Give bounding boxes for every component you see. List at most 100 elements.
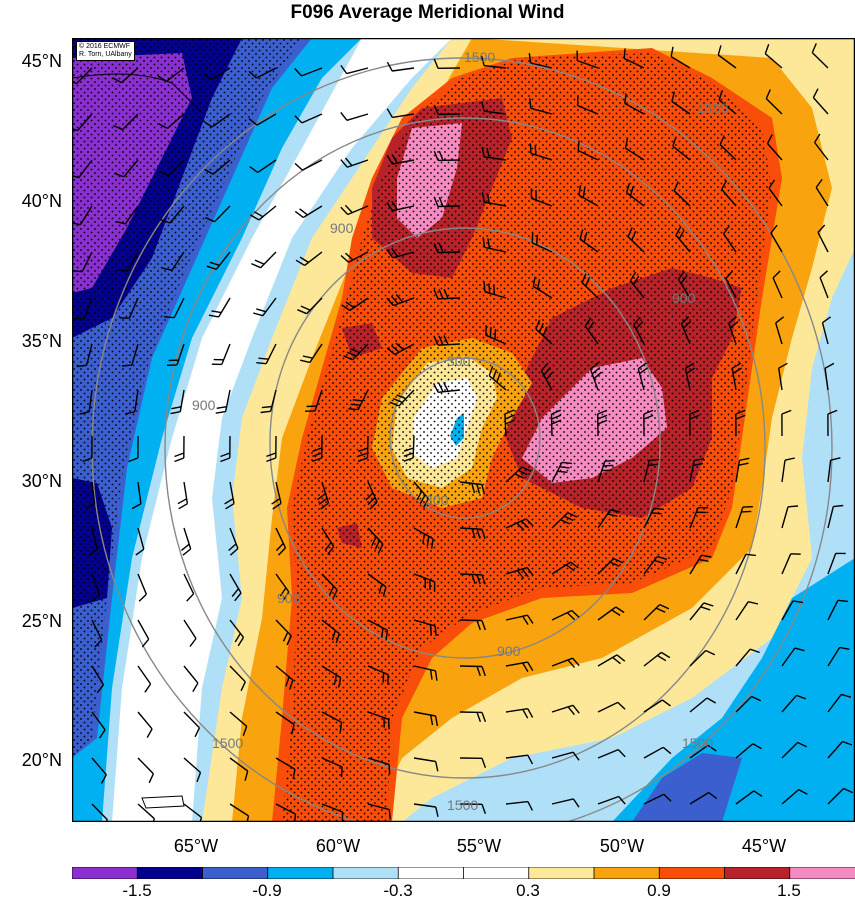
- lon-label: 60°W: [315, 836, 361, 856]
- wind-barb: [170, 389, 185, 415]
- lat-label: 25°N: [21, 611, 62, 631]
- wind-barb: [781, 600, 803, 621]
- stipple-core: [282, 53, 772, 822]
- wind-barb: [137, 711, 153, 738]
- wind-barb: [643, 603, 670, 621]
- wind-barb: [82, 435, 93, 463]
- wind-barb: [781, 553, 801, 575]
- wind-barb: [643, 746, 672, 759]
- wind-barb: [481, 101, 507, 115]
- wind-barb: [505, 708, 534, 719]
- wind-barb: [731, 362, 742, 391]
- colorbar-label: -0.9: [252, 881, 282, 900]
- wind-barb: [551, 461, 572, 483]
- wind-barb: [215, 389, 231, 414]
- wind-barb: [413, 527, 434, 549]
- wind-barb: [718, 90, 737, 115]
- colorbar-swatch: [789, 867, 855, 879]
- wind-barb: [812, 88, 829, 115]
- wind-barb: [723, 225, 737, 253]
- wind-barb: [768, 179, 783, 207]
- wind-barb: [821, 316, 832, 345]
- wind-barb: [827, 740, 853, 759]
- lat-label: 40°N: [21, 191, 62, 211]
- credits-box: © 2016 ECMWF R. Torn, UAlbany: [76, 41, 135, 61]
- wind-barb: [183, 757, 202, 783]
- wind-barb: [74, 297, 93, 320]
- wind-barb: [183, 711, 201, 738]
- wind-barb: [357, 435, 369, 462]
- wind-barb: [112, 67, 139, 84]
- wind-barb: [321, 665, 342, 688]
- wind-barb: [505, 518, 534, 531]
- wind-barb: [551, 609, 580, 621]
- wind-barb: [550, 409, 562, 437]
- wind-barb: [531, 232, 553, 253]
- wind-barb: [643, 793, 672, 805]
- wind-barb: [91, 573, 101, 602]
- wind-barb: [765, 89, 783, 115]
- wind-barb: [504, 409, 515, 437]
- wind-barb: [413, 665, 438, 681]
- wind-barb: [321, 573, 338, 600]
- wind-barb: [137, 803, 156, 822]
- wind-barb: [781, 457, 795, 483]
- wind-barb: [819, 270, 829, 299]
- wind-barb: [224, 481, 235, 510]
- wind-barb: [735, 553, 756, 575]
- wind-barb: [220, 435, 231, 463]
- wind-barb: [827, 457, 841, 483]
- wind-barb: [551, 657, 580, 668]
- wind-barb: [386, 294, 415, 307]
- wind-barb: [728, 316, 739, 345]
- wind-barb: [321, 711, 343, 733]
- wind-barb: [637, 362, 649, 391]
- wind-barb: [689, 602, 714, 621]
- wind-barb: [251, 251, 277, 269]
- wind-barb: [128, 435, 139, 463]
- wind-barb: [229, 573, 242, 602]
- wind-barb: [119, 297, 139, 319]
- wind-barb: [433, 58, 461, 69]
- wind-barb: [643, 507, 664, 529]
- wind-barb: [177, 481, 189, 510]
- wind-barb: [91, 619, 103, 648]
- wind-barb: [551, 798, 580, 808]
- wind-barb: [159, 159, 185, 177]
- wind-barb: [781, 788, 808, 805]
- wind-barb: [131, 481, 142, 510]
- wind-barb: [229, 665, 246, 692]
- wind-barb: [781, 741, 807, 759]
- wind-barb: [229, 711, 248, 736]
- wind-barb: [321, 619, 340, 644]
- wind-barb: [340, 111, 369, 121]
- wind-barb: [581, 273, 599, 299]
- wind-barb: [174, 435, 185, 463]
- wind-barb: [625, 182, 645, 207]
- wind-barb: [627, 227, 645, 253]
- wind-barb: [403, 435, 415, 462]
- wind-barb: [459, 481, 485, 495]
- wind-barb: [735, 695, 761, 713]
- colorbar-label: 0.3: [516, 881, 540, 900]
- wind-barb: [248, 113, 277, 126]
- wind-barb: [340, 251, 369, 263]
- wind-barb: [775, 316, 785, 345]
- wind-barb: [597, 748, 626, 759]
- wind-barb: [294, 67, 323, 77]
- wind-barb: [161, 251, 185, 271]
- wind-barb: [717, 45, 737, 69]
- wind-barb: [85, 481, 96, 510]
- colorbar-swatch: [397, 867, 465, 879]
- wind-barb: [88, 527, 98, 556]
- wind-barb: [114, 159, 139, 178]
- wind-barb: [79, 389, 93, 415]
- wind-barb: [677, 270, 691, 299]
- wind-barb: [121, 343, 139, 367]
- wind-barb: [180, 527, 192, 556]
- wind-barb: [386, 200, 415, 212]
- wind-barb: [719, 135, 737, 161]
- wind-barb: [341, 297, 369, 312]
- wind-barb: [459, 665, 486, 677]
- contour-label: 1500: [697, 100, 728, 116]
